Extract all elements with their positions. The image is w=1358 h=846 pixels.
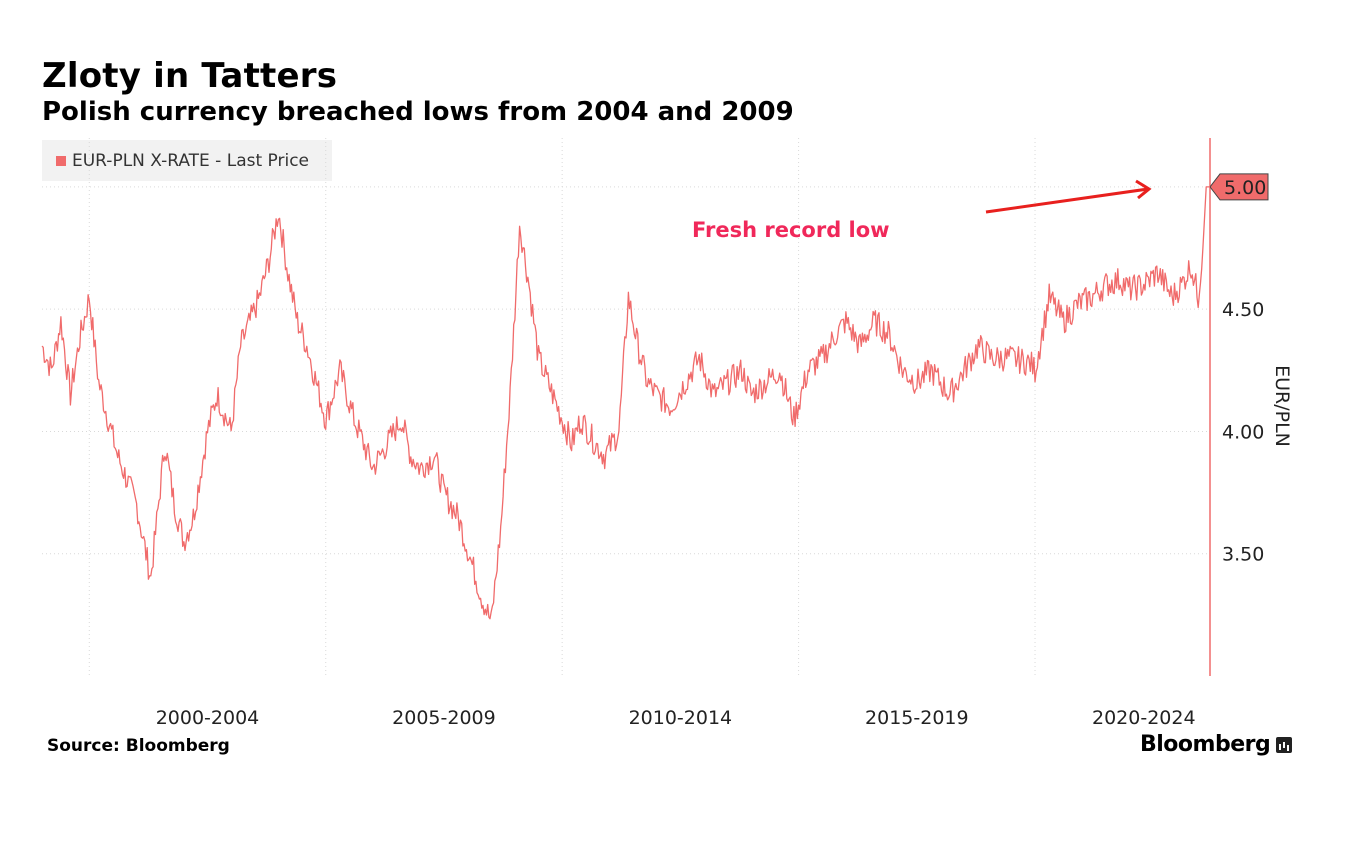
chart-title: Zloty in Tatters (42, 56, 338, 96)
source-note: Source: Bloomberg (47, 736, 230, 756)
chart-subtitle: Polish currency breached lows from 2004 … (42, 97, 794, 127)
series-layer (41, 186, 1210, 620)
legend-swatch (56, 155, 66, 166)
grid (42, 138, 1210, 676)
series-line (41, 186, 1210, 620)
annotation-text: Fresh record low (692, 218, 890, 242)
y-tick-label: 4.00 (1222, 421, 1264, 443)
legend-label: EUR-PLN X-RATE - Last Price (72, 150, 310, 171)
brand-text: Bloomberg (1140, 732, 1271, 757)
last-price-label: 5.00 (1224, 177, 1266, 199)
y-tick-label: 4.50 (1222, 299, 1264, 321)
x-tick-label: 2015-2019 (865, 707, 969, 729)
x-tick-label: 2000-2004 (156, 707, 260, 729)
axes: 3.50 4.00 4.50 2000-2004 2005-2009 2010-2014 2… (156, 138, 1293, 729)
y-tick-label: 3.50 (1222, 544, 1264, 566)
annotation-arrow-head (1135, 179, 1152, 200)
last-price-flag (1209, 173, 1269, 201)
x-tick-label: 2005-2009 (392, 707, 496, 729)
annotation-arrow (985, 187, 1149, 214)
brand-logo: Bloomberg (1140, 732, 1293, 757)
y-axis-label: EUR/PLN (1271, 365, 1293, 447)
x-tick-label: 2010-2014 (629, 707, 733, 729)
overlay: Fresh record low (692, 179, 1152, 242)
legend: EUR-PLN X-RATE - Last Price (42, 140, 332, 181)
x-tick-label: 2020-2024 (1092, 707, 1196, 729)
bloomberg-icon (1276, 736, 1293, 753)
